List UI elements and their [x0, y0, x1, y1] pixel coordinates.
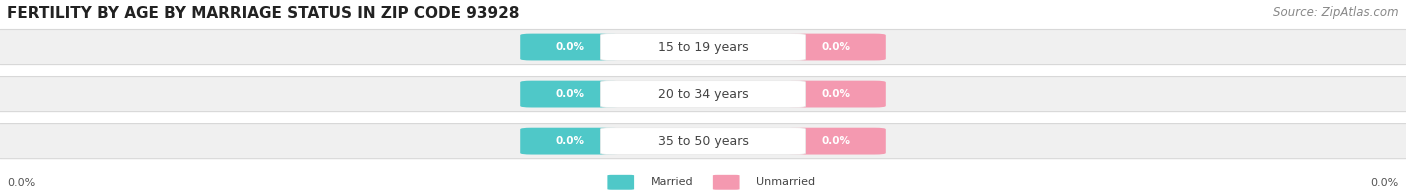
FancyBboxPatch shape [0, 124, 1406, 159]
FancyBboxPatch shape [600, 34, 806, 60]
Text: 35 to 50 years: 35 to 50 years [658, 135, 748, 148]
Text: 15 to 19 years: 15 to 19 years [658, 41, 748, 54]
FancyBboxPatch shape [786, 81, 886, 107]
FancyBboxPatch shape [0, 77, 1406, 112]
Text: Source: ZipAtlas.com: Source: ZipAtlas.com [1274, 6, 1399, 19]
FancyBboxPatch shape [786, 34, 886, 60]
FancyBboxPatch shape [520, 128, 620, 154]
Text: Unmarried: Unmarried [756, 177, 815, 187]
FancyBboxPatch shape [520, 81, 620, 107]
FancyBboxPatch shape [600, 128, 806, 154]
FancyBboxPatch shape [520, 34, 620, 60]
Text: 0.0%: 0.0% [555, 42, 585, 52]
FancyBboxPatch shape [0, 30, 1406, 65]
Text: 0.0%: 0.0% [1371, 178, 1399, 188]
FancyBboxPatch shape [713, 175, 740, 190]
FancyBboxPatch shape [786, 128, 886, 154]
Text: 0.0%: 0.0% [555, 89, 585, 99]
Text: 0.0%: 0.0% [7, 178, 35, 188]
Text: Married: Married [651, 177, 693, 187]
Text: 0.0%: 0.0% [821, 89, 851, 99]
FancyBboxPatch shape [607, 175, 634, 190]
Text: 20 to 34 years: 20 to 34 years [658, 88, 748, 101]
Text: FERTILITY BY AGE BY MARRIAGE STATUS IN ZIP CODE 93928: FERTILITY BY AGE BY MARRIAGE STATUS IN Z… [7, 6, 520, 21]
Text: 0.0%: 0.0% [821, 42, 851, 52]
Text: 0.0%: 0.0% [555, 136, 585, 146]
FancyBboxPatch shape [600, 81, 806, 107]
Text: 0.0%: 0.0% [821, 136, 851, 146]
